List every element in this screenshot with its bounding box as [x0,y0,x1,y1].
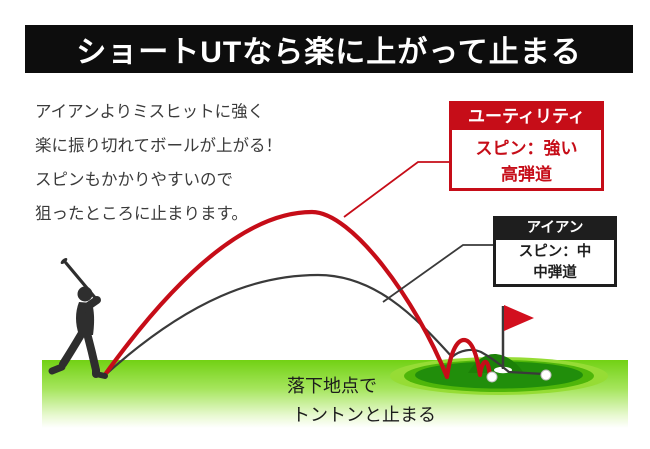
utility-callout-leader-line [343,161,449,218]
golf-ball-utility-icon [486,371,498,383]
iron-spin-label: スピン：中 [518,244,592,260]
golf-ball-iron-icon [540,369,552,381]
header-banner: ショートUTなら楽に上がって止まる [25,25,633,73]
utility-callout-title: ユーティリティ [449,101,604,127]
description-line: 楽に振り切れてボールが上がる！ [35,137,283,155]
description-line: 狙ったところに止まります。 [35,205,248,223]
putting-green [415,361,583,389]
utility-flight-label: 高弾道 [501,165,552,184]
description-text: アイアンよりミスヒットに強く 楽に振り切れてボールが上がる！ スピンもかかりやす… [35,95,282,231]
iron-callout-body: スピン：中 中弾道 [493,237,617,287]
description-line: アイアンよりミスヒットに強く [35,103,265,121]
iron-callout-title: アイアン [493,216,617,237]
landing-note-line1: 落下地点で [287,376,377,396]
flag-icon [504,305,534,331]
header-title: ショートUTなら楽に上がって止まる [76,36,582,69]
landing-note-line2: トントンと止まる [292,405,436,425]
utility-trajectory-path [102,209,493,380]
iron-callout-leader-line [382,244,493,303]
utility-callout-body: スピン：強い 高弾道 [449,127,604,191]
iron-trajectory-path [103,273,545,377]
utility-spin-label: スピン：強い [475,139,578,158]
iron-flight-label: 中弾道 [533,265,577,281]
golfer-silhouette-icon [48,258,108,379]
description-line: スピンもかかりやすいので [35,171,233,189]
utility-callout: ユーティリティ スピン：強い 高弾道 [449,101,604,191]
iron-callout: アイアン スピン：中 中弾道 [493,216,617,287]
